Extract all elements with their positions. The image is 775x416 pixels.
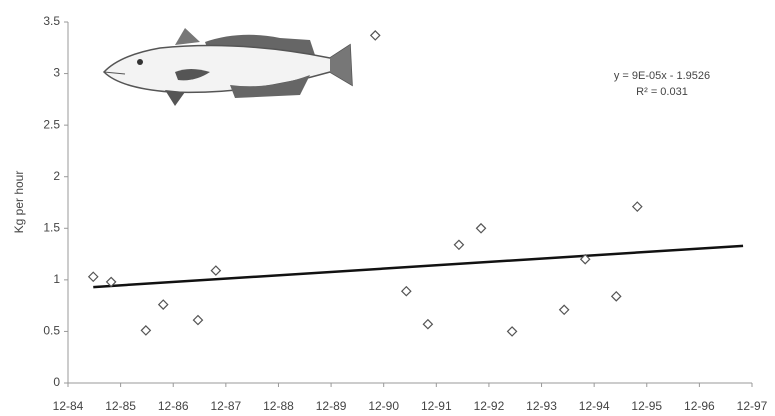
x-tick-label: 12-91 [421, 399, 452, 413]
trendline [93, 244, 744, 289]
y-tick-label: 3 [53, 66, 60, 80]
data-point [506, 326, 518, 337]
data-point [579, 253, 591, 265]
x-tick-label: 12-87 [210, 399, 241, 413]
data-point [558, 304, 570, 316]
y-tick-label: 1 [53, 272, 60, 286]
y-tick-label: 2.5 [43, 117, 60, 131]
data-point [210, 265, 222, 276]
data-point [453, 239, 465, 251]
y-tick-label: 0 [53, 375, 60, 389]
fish-illustration [102, 28, 353, 106]
x-tick-label: 12-97 [737, 399, 768, 413]
x-tick-label: 12-94 [579, 399, 610, 413]
r-squared: R² = 0.031 [636, 86, 688, 98]
data-point [400, 285, 412, 297]
data-point [157, 299, 169, 310]
data-point [105, 276, 117, 288]
y-axis-label: Kg per hour [12, 171, 26, 234]
x-tick-label: 12-84 [53, 399, 84, 413]
x-tick-label: 12-92 [474, 399, 505, 413]
x-tick-label: 12-85 [105, 399, 136, 413]
y-tick-label: 3.5 [43, 14, 60, 28]
data-point [475, 222, 487, 234]
data-point [369, 30, 381, 41]
y-tick-label: 1.5 [43, 220, 60, 234]
data-point [140, 325, 152, 336]
x-tick-label: 12-86 [158, 399, 189, 413]
data-point [192, 314, 204, 326]
x-tick-label: 12-93 [526, 399, 557, 413]
x-tick-label: 12-95 [631, 399, 662, 413]
data-point [87, 271, 99, 283]
trend-equation: y = 9E-05x - 1.9526 [614, 70, 710, 82]
y-tick-label: 0.5 [43, 324, 60, 338]
data-point [610, 291, 622, 302]
y-tick-label: 2 [53, 169, 60, 183]
data-point [422, 318, 434, 330]
x-tick-label: 12-89 [316, 399, 347, 413]
x-tick-label: 12-90 [368, 399, 399, 413]
data-point [631, 201, 643, 212]
x-tick-label: 12-96 [684, 399, 715, 413]
x-tick-label: 12-88 [263, 399, 294, 413]
